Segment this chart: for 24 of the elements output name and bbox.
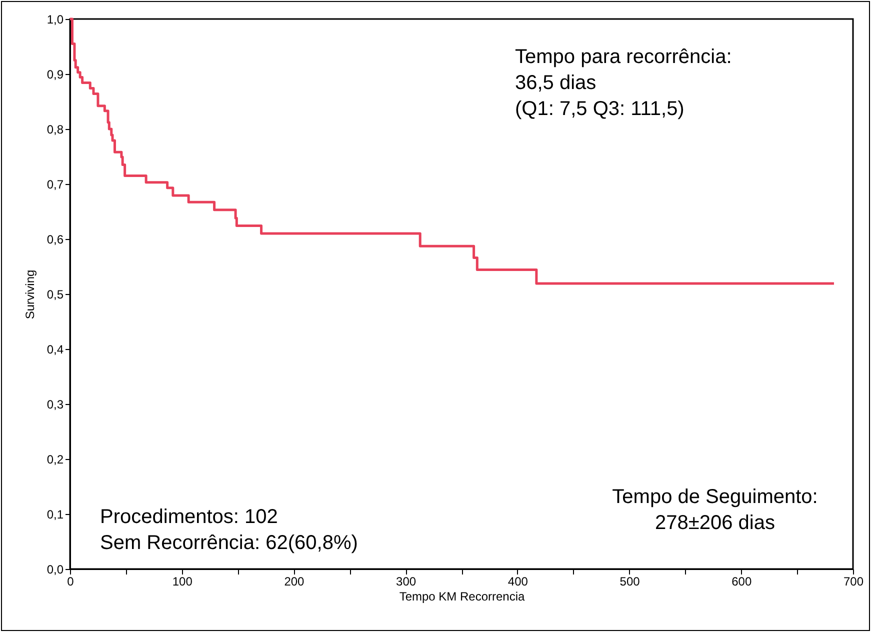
annotation: Tempo para recorrência: 36,5 dias (Q1: 7,5 Q3: 111,5) <box>515 46 732 120</box>
x-tick-label: 500 <box>620 574 640 588</box>
y-tick-label: 1,0 <box>46 12 64 26</box>
x-tick-label: 700 <box>843 574 864 588</box>
x-tick-label: 200 <box>284 574 305 588</box>
y-tick-label: 0,9 <box>46 68 64 82</box>
y-tick-label: 0,6 <box>46 232 64 246</box>
y-tick-label: 0,7 <box>46 178 64 192</box>
y-tick-label: 0,5 <box>46 288 64 302</box>
x-tick-label: 600 <box>732 574 752 588</box>
annotation: Procedimentos: 102 Sem Recorrência: 62(60,8%) <box>100 506 358 554</box>
x-tick-label: 100 <box>172 574 193 588</box>
y-tick-label: 0,4 <box>46 342 64 356</box>
x-tick-label: 0 <box>67 574 74 588</box>
y-tick-label: 0,1 <box>46 508 64 522</box>
y-tick-label: 0,0 <box>46 562 64 576</box>
y-tick-label: 0,8 <box>46 122 64 136</box>
y-axis-title: Surviving <box>22 270 37 320</box>
x-tick-label: 300 <box>396 574 416 588</box>
x-tick-label: 400 <box>508 574 528 588</box>
y-tick-label: 0,3 <box>46 398 64 412</box>
x-axis-title: Tempo KM Recorrencia <box>399 590 526 604</box>
annotation: Tempo de Seguimento: 278±206 dias <box>612 486 818 534</box>
y-tick-label: 0,2 <box>46 452 64 466</box>
